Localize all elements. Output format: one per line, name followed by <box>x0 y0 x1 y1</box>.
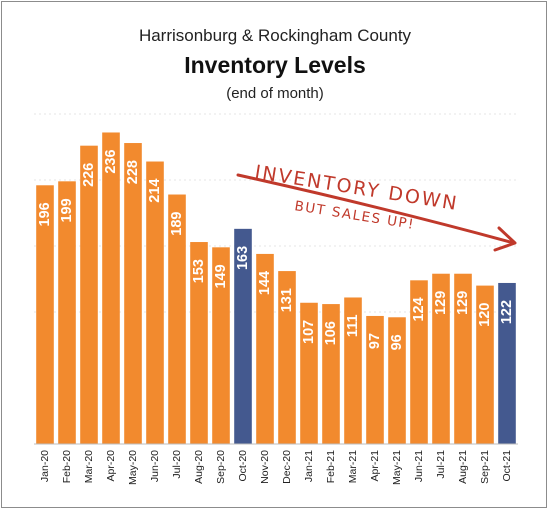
annotation-arrow <box>236 173 516 245</box>
annotation-arrow-head <box>493 226 517 252</box>
bar-feb-20 <box>58 181 76 444</box>
tick-label-aug-20: Aug-20 <box>193 450 205 484</box>
bar-oct-21 <box>498 282 516 444</box>
value-label-oct-20: 163 <box>235 246 251 270</box>
bar-feb-21 <box>322 304 340 444</box>
value-label-mar-20: 226 <box>81 163 97 187</box>
tick-label-jan-21: Jan-21 <box>303 450 315 482</box>
bar-aug-20 <box>190 242 208 444</box>
bars <box>36 132 516 445</box>
bar-jun-20 <box>146 161 164 444</box>
bar-jan-21 <box>300 302 318 444</box>
value-labels: 196 199 226 236 228 214 189 153 149 163 144 131 107 1… <box>37 149 515 350</box>
tick-label-may-21: May-21 <box>391 450 403 485</box>
tick-label-nov-20: Nov-20 <box>259 450 271 484</box>
value-label-nov-20: 144 <box>257 271 273 295</box>
value-label-sep-20: 149 <box>213 264 229 288</box>
tick-label-mar-21: Mar-21 <box>347 450 359 483</box>
bar-nov-20 <box>256 253 274 444</box>
bar-sep-21 <box>476 285 494 444</box>
value-label-dec-20: 131 <box>279 288 295 312</box>
tick-label-sep-21: Sep-21 <box>479 450 491 484</box>
bar-dec-20 <box>278 271 296 444</box>
tick-label-oct-20: Oct-20 <box>237 450 249 482</box>
bar-aug-21 <box>454 273 472 444</box>
value-label-feb-21: 106 <box>323 321 339 345</box>
value-label-feb-20: 199 <box>59 198 75 222</box>
bar-jul-21 <box>432 273 450 444</box>
value-label-apr-20: 236 <box>103 149 119 173</box>
chart-note: (end of month) <box>226 85 324 102</box>
bar-apr-20 <box>102 132 120 445</box>
bar-may-20 <box>124 143 142 445</box>
value-label-may-20: 228 <box>125 160 141 184</box>
tick-label-jul-20: Jul-20 <box>171 450 183 479</box>
tick-label-oct-21: Oct-21 <box>501 450 513 482</box>
tick-label-may-20: May-20 <box>127 450 139 485</box>
annotation: INVENTORY DOWN BUT SALES UP! <box>236 161 517 252</box>
tick-label-mar-20: Mar-20 <box>83 450 95 483</box>
bar-mar-20 <box>80 145 98 444</box>
value-label-jan-20: 196 <box>37 202 53 226</box>
tick-label-feb-20: Feb-20 <box>61 450 73 483</box>
tick-label-dec-20: Dec-20 <box>281 450 293 484</box>
bar-sep-20 <box>212 247 230 444</box>
tick-label-aug-21: Aug-21 <box>457 450 469 484</box>
value-label-oct-21: 122 <box>499 300 515 324</box>
value-label-may-21: 96 <box>389 334 405 350</box>
bar-may-21 <box>388 317 406 444</box>
tick-label-sep-20: Sep-20 <box>215 450 227 484</box>
bar-oct-20 <box>234 228 252 444</box>
bar-jun-21 <box>410 280 428 444</box>
chart-title: Inventory Levels <box>184 52 366 78</box>
value-label-jan-21: 107 <box>301 320 317 344</box>
x-tick-labels: Jan-20 Feb-20 Mar-20 Apr-20 May-20 Jun-20 Jul-… <box>39 450 513 485</box>
value-label-jul-20: 189 <box>169 212 185 236</box>
tick-label-apr-21: Apr-21 <box>369 450 381 482</box>
bar-jul-20 <box>168 194 186 444</box>
value-label-sep-21: 120 <box>477 303 493 327</box>
value-label-aug-21: 129 <box>455 291 471 315</box>
tick-label-jul-21: Jul-21 <box>435 450 447 479</box>
value-label-jul-21: 129 <box>433 291 449 315</box>
bar-apr-21 <box>366 315 384 444</box>
tick-label-jun-20: Jun-20 <box>149 450 161 482</box>
value-label-mar-21: 111 <box>345 314 361 337</box>
value-label-aug-20: 153 <box>191 259 207 283</box>
tick-label-jun-21: Jun-21 <box>413 450 425 482</box>
bar-mar-21 <box>344 297 362 444</box>
value-label-apr-21: 97 <box>367 333 383 349</box>
tick-label-apr-20: Apr-20 <box>105 450 117 482</box>
bar-jan-20 <box>36 185 54 444</box>
tick-label-jan-20: Jan-20 <box>39 450 51 482</box>
value-label-jun-20: 214 <box>147 179 163 203</box>
value-label-jun-21: 124 <box>411 297 427 321</box>
chart-subtitle: Harrisonburg & Rockingham County <box>139 26 412 45</box>
tick-label-feb-21: Feb-21 <box>325 450 337 483</box>
